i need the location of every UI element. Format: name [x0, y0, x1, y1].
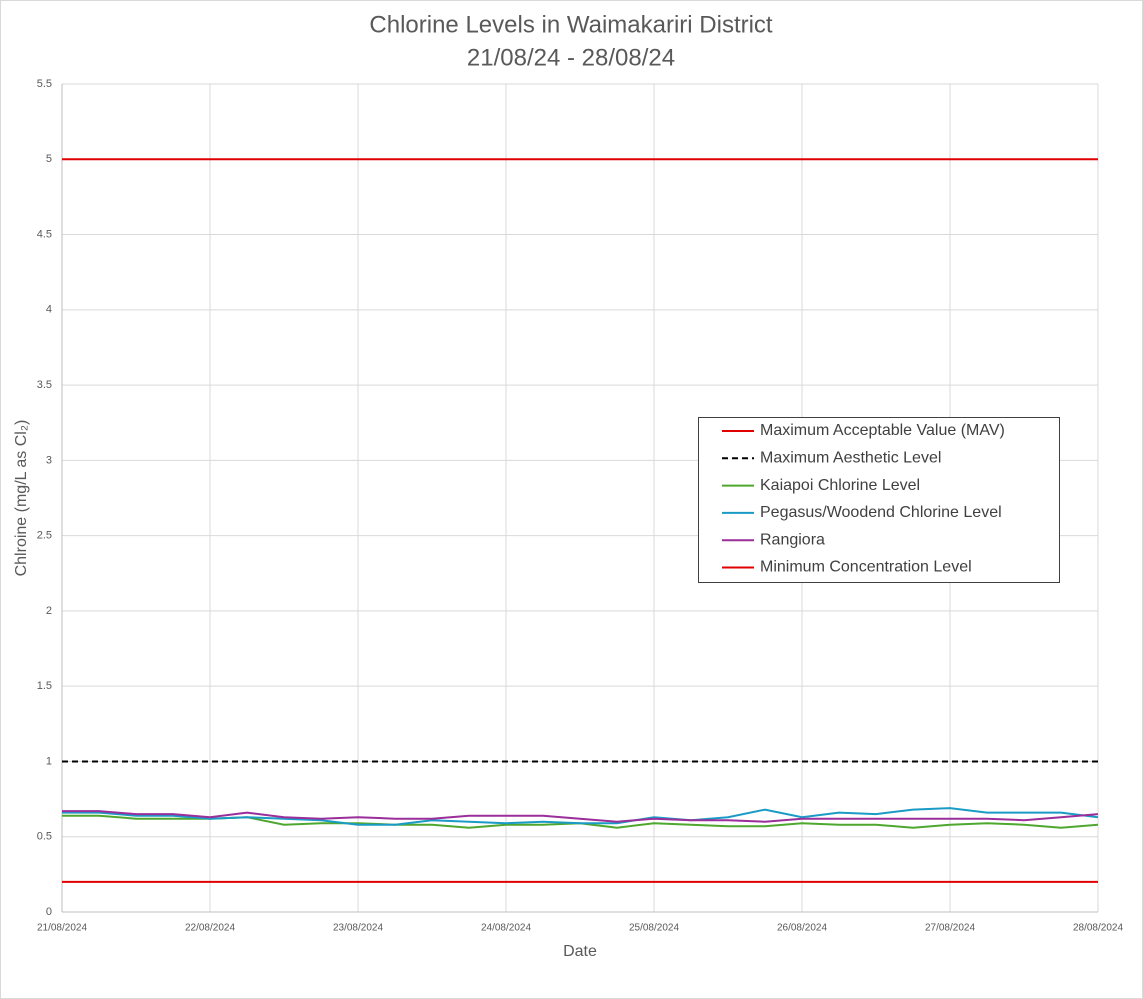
- legend-label: Kaiapoi Chlorine Level: [760, 477, 920, 494]
- y-tick-label: 4.5: [37, 228, 52, 240]
- y-tick-label: 2.5: [37, 530, 52, 542]
- x-axis-title: Date: [563, 943, 597, 960]
- chart-subtitle: 21/08/24 - 28/08/24: [467, 44, 675, 71]
- y-tick-label: 1.5: [37, 680, 52, 692]
- x-tick-label: 23/08/2024: [333, 923, 383, 934]
- y-axis-title: Chlroine (mg/L as Cl₂): [13, 420, 30, 577]
- y-tick-label: 2: [46, 605, 52, 617]
- y-tick-label: 5.5: [37, 78, 52, 90]
- y-tick-label: 3: [46, 454, 52, 466]
- legend-label: Maximum Acceptable Value (MAV): [760, 422, 1005, 439]
- legend-label: Maximum Aesthetic Level: [760, 450, 941, 467]
- series-line: [62, 810, 1099, 823]
- x-tick-label: 26/08/2024: [777, 923, 827, 934]
- x-tick-label: 27/08/2024: [925, 923, 975, 934]
- x-tick-label: 24/08/2024: [481, 923, 531, 934]
- y-tick-label: 1: [46, 755, 52, 767]
- y-tick-label: 4: [46, 304, 52, 316]
- x-tick-label: 21/08/2024: [37, 923, 87, 934]
- series-line: [62, 807, 1099, 826]
- y-tick-label: 3.5: [37, 379, 52, 391]
- legend-label: Minimum Concentration Level: [760, 559, 972, 576]
- y-tick-label: 5: [46, 153, 52, 165]
- x-tick-label: 28/08/2024: [1073, 923, 1123, 934]
- y-tick-label: 0.5: [37, 831, 52, 843]
- x-tick-label: 25/08/2024: [629, 923, 679, 934]
- legend-box: [698, 417, 1060, 583]
- y-tick-label: 0: [46, 906, 52, 918]
- x-tick-label: 22/08/2024: [185, 923, 235, 934]
- legend-label: Rangiora: [760, 531, 825, 548]
- legend-label: Pegasus/Woodend Chlorine Level: [760, 504, 1002, 521]
- chart-title: Chlorine Levels in Waimakariri District: [369, 11, 773, 38]
